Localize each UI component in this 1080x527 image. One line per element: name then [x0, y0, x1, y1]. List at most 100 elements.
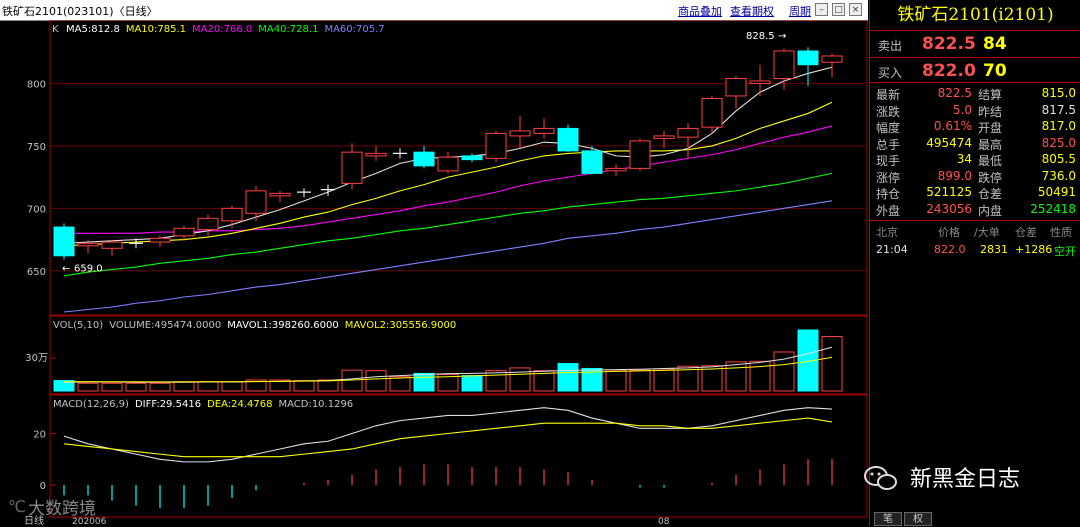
ticks-header-region: 北京: [876, 226, 898, 239]
candle: [629, 138, 651, 171]
candle: [245, 185, 267, 221]
macd-axis-tick: 0: [40, 481, 46, 492]
chart-toolbar: 铁矿石2101(023101)〈日线〉 商品叠加 查看期权 周期 – □ ×: [0, 0, 868, 21]
candle: [485, 130, 507, 163]
candle: [533, 118, 555, 139]
candle: [797, 47, 819, 86]
candle: [53, 223, 75, 260]
tab-trades[interactable]: 笔: [874, 512, 902, 526]
macd-indicator: [63, 407, 833, 509]
volume-bar: [701, 365, 723, 392]
overlay-commodity-link[interactable]: 商品叠加: [678, 5, 722, 18]
legend-item: MA60:705.7: [324, 24, 384, 35]
macd-axis-tick: 20: [33, 430, 46, 441]
chart-panel[interactable]: 铁矿石2101(023101)〈日线〉 商品叠加 查看期权 周期 – □ × 8…: [0, 0, 868, 527]
legend-item: MACD(12,26,9): [53, 399, 129, 410]
price-axis-tick: 700: [27, 204, 46, 215]
volume-bar: [413, 372, 435, 392]
watermark-left-text: 大数跨境: [28, 499, 96, 519]
stat-value: 899.0: [937, 168, 972, 183]
legend-item: VOL(5,10): [53, 320, 103, 331]
volume-bar: [605, 369, 627, 392]
ticks-header-oichange: 仓差: [1015, 226, 1037, 239]
legend-item: MAVOL2:305556.9000: [345, 320, 456, 331]
volume-bar: [173, 381, 195, 392]
candle-body: [701, 97, 723, 128]
candle-body: [797, 50, 819, 66]
candle-body: [77, 242, 99, 247]
ticks-header-nature: 性质: [1050, 226, 1072, 239]
volume-bar: [461, 375, 483, 392]
tick-nature: 空开: [1054, 245, 1076, 258]
minimize-icon[interactable]: –: [815, 3, 828, 16]
candle: [77, 239, 99, 254]
candle-body: [461, 155, 483, 161]
stat-label: 仓差: [978, 187, 1003, 201]
candle: [129, 238, 143, 249]
divider: [870, 30, 1080, 31]
stat-label: 跌停: [978, 170, 1003, 185]
volume-bar: [197, 381, 219, 392]
candle-body: [653, 135, 675, 139]
tick-volume: 2831: [980, 243, 1008, 256]
tick-oi-change: +1286: [1015, 243, 1053, 256]
buy-qty: 70: [983, 61, 1007, 81]
volume-bar: [101, 382, 123, 392]
macd-axis: 20 0: [33, 430, 56, 492]
volume-bar: [125, 382, 147, 392]
period-link[interactable]: 周期: [789, 5, 811, 18]
quote-panel: 铁矿石2101(i2101) 卖出 822.5 84 买入 822.0 70 最…: [869, 0, 1080, 526]
ma60-line: [63, 200, 833, 313]
candle-body: [341, 151, 363, 184]
low-arrow-icon: ←: [62, 264, 70, 275]
volume-bar: [821, 336, 843, 392]
stat-value: 805.5: [1041, 152, 1076, 166]
kline-chart[interactable]: 800 750 700 650 K MA5:812.8 MA10:785.1 MA20:7…: [0, 20, 868, 526]
price-axis-tick: 650: [27, 267, 46, 278]
buy-price[interactable]: 822.0: [922, 61, 976, 81]
stat-value: 815.0: [1041, 86, 1076, 100]
volume-bar: [77, 382, 99, 392]
candle-body: [725, 77, 747, 97]
candle-body: [533, 127, 555, 134]
candle: [149, 235, 171, 248]
stat-label: 内盘: [978, 203, 1003, 218]
candle-body: [365, 152, 387, 157]
candle-body: [149, 237, 171, 243]
volume-axis-tick: 30万: [25, 353, 48, 364]
stat-label: 昨结: [978, 104, 1003, 119]
close-icon[interactable]: ×: [849, 3, 862, 16]
sell-price[interactable]: 822.5: [922, 34, 976, 54]
tick-time: 21:04: [876, 243, 908, 256]
candle: [173, 225, 195, 241]
legend-item: MACD:10.1296: [278, 399, 353, 410]
candlesticks: [53, 47, 843, 260]
candle: [509, 115, 531, 149]
legend-item: MA5:812.8: [66, 24, 120, 35]
stat-label: 结算: [978, 88, 1003, 102]
watermark-logo-icon: ℃: [8, 497, 26, 516]
divider: [870, 82, 1080, 83]
candle: [221, 205, 243, 229]
view-options-link[interactable]: 查看期权: [730, 5, 774, 18]
low-price-label: 659.0: [74, 264, 103, 275]
price-panel-frame: [49, 20, 868, 316]
diff-line: [63, 407, 833, 463]
x-axis-label-aug: 08: [658, 517, 670, 526]
tab-rights[interactable]: 权: [904, 512, 932, 526]
candle: [341, 143, 363, 190]
stat-label: 涨停: [876, 170, 901, 185]
volume-bar: [149, 382, 171, 392]
candle: [581, 145, 603, 175]
restore-icon[interactable]: □: [832, 3, 845, 16]
candle-body: [581, 150, 603, 174]
candle: [365, 145, 387, 161]
stat-label: 总手: [876, 137, 901, 152]
ticks-header-bigorder: /大单: [974, 226, 1000, 239]
macd-panel-frame: [49, 394, 868, 518]
candle: [749, 64, 771, 96]
volume-bar: [653, 368, 675, 392]
candle: [321, 184, 335, 196]
stat-label: 开盘: [978, 121, 1003, 135]
candle-body: [269, 192, 291, 197]
